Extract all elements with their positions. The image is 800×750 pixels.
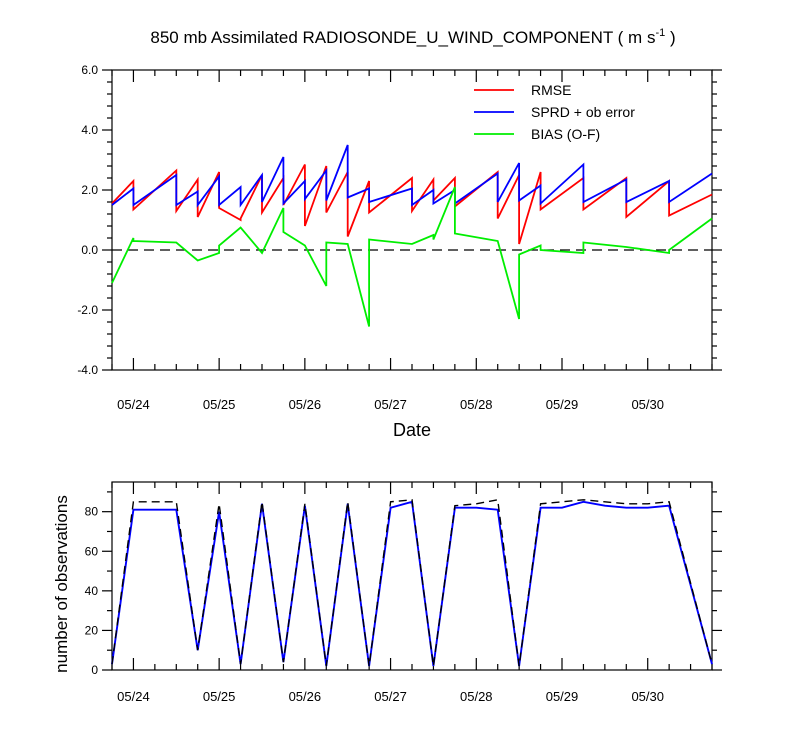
x-tick-label: 05/25 (203, 397, 236, 412)
y-tick-label: -4.0 (77, 363, 98, 377)
x-tick-label: 05/28 (460, 689, 493, 704)
x-tick-label: 05/30 (631, 689, 664, 704)
x-tick-label: 05/28 (460, 397, 493, 412)
y-tick-label: 6.0 (81, 63, 98, 77)
plot-frame (111, 481, 713, 671)
y-tick-label: 0.0 (81, 243, 98, 257)
series-line-rmse (111, 164, 713, 245)
y-tick-label: 0 (91, 663, 98, 677)
x-tick-label: 05/24 (117, 689, 150, 704)
y-axis-title: number of observations (52, 495, 71, 673)
chart-title: 850 mb Assimilated RADIOSONDE_U_WIND_COM… (150, 27, 675, 47)
legend-label: SPRD + ob error (531, 104, 635, 120)
nobs-line-nobs_total (111, 498, 713, 667)
x-axis-title: Date (393, 420, 431, 440)
x-tick-label: 05/25 (203, 689, 236, 704)
x-tick-label: 05/29 (546, 397, 579, 412)
x-tick-label: 05/29 (546, 689, 579, 704)
y-tick-label: 2.0 (81, 183, 98, 197)
series-line-bias (111, 186, 713, 327)
y-tick-label: 80 (85, 505, 99, 519)
x-tick-label: 05/24 (117, 397, 150, 412)
x-tick-label: 05/30 (631, 397, 664, 412)
x-tick-label: 05/26 (289, 689, 322, 704)
lower-plot: 05/24 05/25 05/26 05/27 05/28 05/29 05/30 0 20 40… (52, 481, 722, 704)
x-tick-label: 05/27 (374, 397, 407, 412)
y-tick-label: 20 (85, 623, 99, 637)
legend-label: RMSE (531, 82, 571, 98)
legend-label: BIAS (O-F) (531, 126, 600, 142)
upper-plot: 05/24 05/25 05/26 05/27 05/28 05/29 05/30 -4.0 -… (77, 63, 722, 440)
y-tick-label: 60 (85, 544, 99, 558)
y-tick-label: 4.0 (81, 123, 98, 137)
x-tick-label: 05/26 (289, 397, 322, 412)
x-tick-label: 05/27 (374, 689, 407, 704)
y-tick-label: -2.0 (77, 303, 98, 317)
nobs-line-nobs_used (111, 500, 713, 667)
series-line-sprd (111, 144, 713, 208)
y-tick-label: 40 (85, 584, 99, 598)
